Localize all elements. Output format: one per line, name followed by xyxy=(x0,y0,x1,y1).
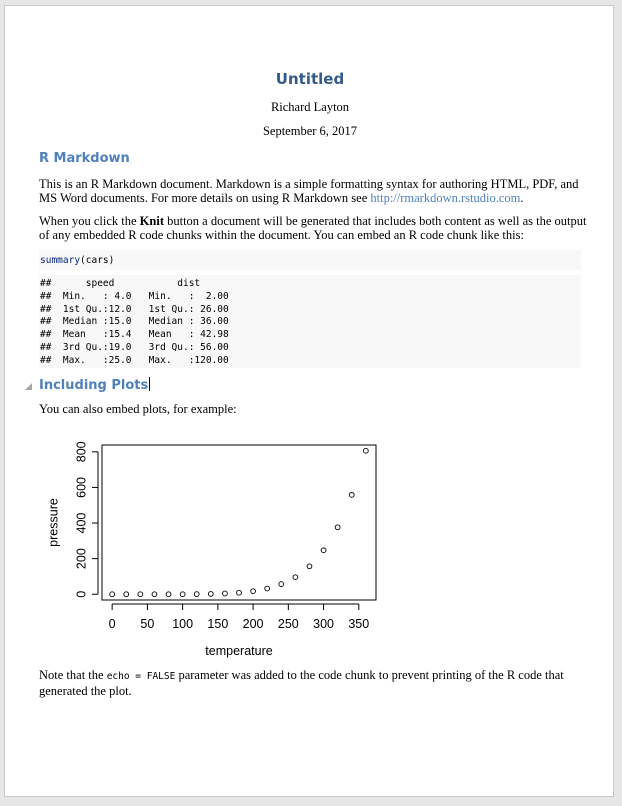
data-point xyxy=(165,591,172,598)
paragraph-knit-after: button a document will be generated that… xyxy=(39,214,587,242)
x-axis-title: temperature xyxy=(205,644,272,658)
code-output: ## speed dist ## Min. : 4.0 Min. : 2.00 … xyxy=(40,278,240,368)
y-tick-label: 600 xyxy=(74,477,88,498)
x-tick-label: 0 xyxy=(109,617,116,631)
data-point xyxy=(348,492,355,498)
paragraph-note-after: parameter was added to the code chunk to… xyxy=(39,668,564,698)
output-line: ## 3rd Qu.:19.0 3rd Qu.: 56.00 xyxy=(40,341,241,353)
code-arguments: (cars) xyxy=(80,255,115,266)
document-date: September 6, 2017 xyxy=(262,124,358,138)
plot-frame xyxy=(101,444,377,601)
data-point xyxy=(306,563,313,570)
data-point xyxy=(137,591,144,598)
y-tick-label: 0 xyxy=(74,591,88,598)
x-tick-label: 150 xyxy=(207,617,228,631)
data-point xyxy=(151,591,158,598)
x-tick-label: 350 xyxy=(348,617,369,631)
paragraph-knit: When you click the Knit button a documen… xyxy=(39,214,599,242)
code-output-box: ## speed dist ## Min. : 4.0 Min. : 2.00 … xyxy=(39,275,581,368)
pressure-scatter-plot: 0 50 100 150 200 250 300 350 0 200 400 600 800 temper… xyxy=(46,441,377,658)
data-point xyxy=(250,588,256,595)
output-line: ## Median :15.0 Median : 36.00 xyxy=(40,316,241,328)
output-line: ## Mean :15.4 Mean : 42.98 xyxy=(40,329,241,341)
data-point xyxy=(320,547,327,554)
data-point xyxy=(193,591,200,597)
y-axis-title: pressure xyxy=(46,498,60,547)
x-tick-label: 50 xyxy=(140,617,154,631)
heading-including-plots-text: Including Plots xyxy=(39,378,149,393)
collapse-triangle-icon[interactable] xyxy=(25,383,32,390)
knit-bold: Knit xyxy=(139,214,164,228)
paragraph-intro-end: . xyxy=(520,191,524,205)
paragraph-note-before: Note that the xyxy=(39,668,107,682)
data-point xyxy=(207,591,214,597)
text-cursor xyxy=(149,377,151,391)
data-point xyxy=(222,590,228,597)
y-tick-label: 800 xyxy=(74,441,88,462)
code-chunk: summary(cars) xyxy=(39,250,581,270)
paragraph-knit-before: When you click the xyxy=(39,214,140,228)
rmarkdown-link[interactable]: http://rmarkdown.rstudio.com xyxy=(370,191,521,205)
x-tick-label: 300 xyxy=(313,617,334,631)
output-line: ## 1st Qu.:12.0 1st Qu.: 26.00 xyxy=(40,303,241,315)
document-page: Untitled Richard Layton September 6, 201… xyxy=(4,5,614,797)
y-tick-label: 400 xyxy=(74,513,88,534)
output-line: ## speed dist xyxy=(40,278,241,289)
code-function: summary xyxy=(40,255,81,266)
data-point xyxy=(123,591,130,598)
paragraph-intro: This is an R Markdown document. Markdown… xyxy=(39,177,599,205)
data-point xyxy=(236,589,242,596)
paragraph-plots-intro: You can also embed plots, for example: xyxy=(39,402,237,416)
x-tick-label: 100 xyxy=(172,617,193,631)
document-author: Richard Layton xyxy=(270,100,350,114)
x-tick-label: 250 xyxy=(278,617,299,631)
paragraph-note: Note that the echo = FALSE parameter was… xyxy=(39,668,599,698)
data-point xyxy=(334,524,341,531)
document-title: Untitled xyxy=(275,70,345,88)
data-point xyxy=(179,591,186,598)
heading-r-markdown: R Markdown xyxy=(39,151,130,166)
data-point xyxy=(278,581,285,587)
output-line: ## Max. :25.0 Max. :120.00 xyxy=(40,354,241,366)
code-line: summary(cars) xyxy=(40,255,114,266)
x-tick-label: 200 xyxy=(243,617,264,631)
heading-including-plots[interactable]: Including Plots xyxy=(39,377,151,393)
data-point xyxy=(109,591,115,598)
inline-code-echo: echo = FALSE xyxy=(106,671,176,682)
data-point xyxy=(363,447,369,454)
paragraph-intro-text: This is an R Markdown document. Markdown… xyxy=(39,177,579,205)
data-point xyxy=(264,585,271,592)
data-point xyxy=(292,574,299,581)
y-tick-label: 200 xyxy=(74,548,88,569)
output-line: ## Min. : 4.0 Min. : 2.00 xyxy=(40,290,241,302)
